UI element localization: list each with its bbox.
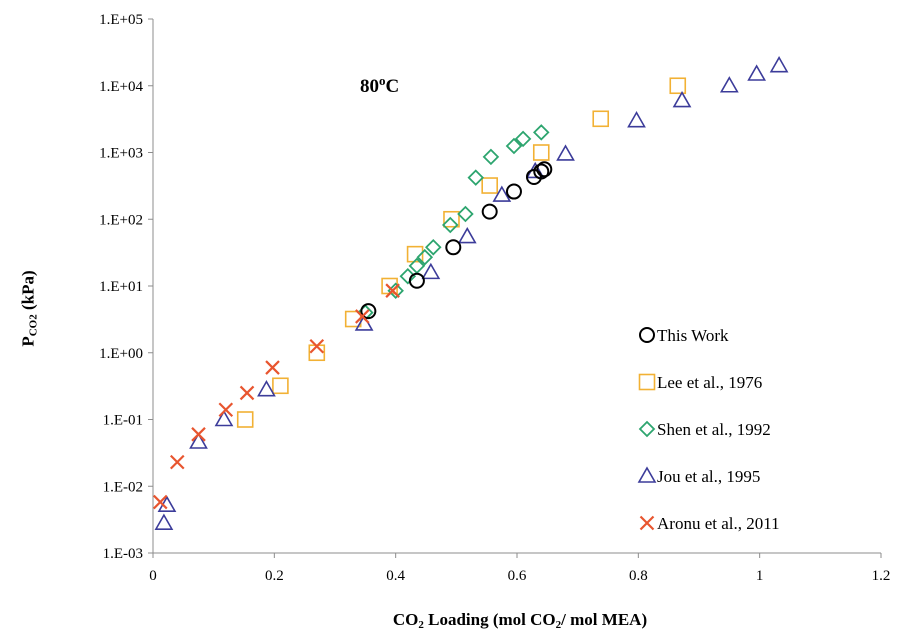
square-point [443, 210, 460, 228]
degree-sup: o [379, 73, 386, 88]
diamond-point [514, 130, 532, 148]
x-point [355, 309, 370, 324]
triangle-point [154, 513, 174, 530]
legend-item: Aronu et al., 2011 [639, 514, 780, 533]
square-point [669, 77, 687, 95]
x-axis-label: CO2 Loading (mol CO2/ mol MEA) [392, 610, 648, 631]
diamond-point [482, 148, 500, 166]
diamond-point [387, 282, 404, 299]
diamond-point [425, 239, 442, 256]
x-point [265, 360, 280, 375]
celsius-unit: C [386, 76, 400, 97]
x-point [309, 339, 325, 354]
diamond-point [532, 124, 550, 141]
x-tick-label: 0.8 [629, 568, 648, 584]
circle-point [533, 163, 550, 180]
axes [148, 18, 882, 558]
x-point [153, 494, 168, 510]
legend-label: This Work [657, 326, 729, 345]
y-tick-label: 1.E+01 [99, 279, 143, 295]
y-axis-label: PCO2 (kPa) [18, 270, 40, 347]
square-point [532, 144, 550, 161]
x-point [239, 385, 255, 401]
legend-item: Jou et al., 1995 [637, 466, 760, 486]
x-point [385, 283, 400, 298]
x-point [191, 427, 206, 442]
legend-diamond-symbol [638, 420, 656, 438]
triangle-point [421, 262, 441, 280]
series-square [236, 77, 687, 428]
circle-point [408, 272, 425, 289]
x-tick-label: 1 [756, 568, 764, 584]
diamond-point [416, 248, 434, 266]
diamond-point [441, 216, 459, 234]
series-x [153, 283, 400, 510]
triangle-point [257, 380, 276, 397]
triangle-point [747, 64, 767, 81]
square-point [272, 377, 289, 395]
x-tick-label: 1.2 [872, 568, 891, 584]
x-tick-label: 0.4 [386, 568, 405, 584]
y-tick-label: 1.E-01 [103, 413, 143, 429]
legend-item: This Work [639, 326, 729, 345]
legend-label: Jou et al., 1995 [657, 467, 760, 486]
y-tick-label: 1.E+05 [99, 12, 143, 28]
square-point [236, 411, 254, 428]
y-tick-label: 1.E+03 [99, 146, 143, 162]
circle-point [445, 239, 462, 256]
legend-label: Shen et al., 1992 [657, 420, 771, 439]
circle-point [481, 203, 498, 220]
triangle-point [672, 90, 692, 108]
tick-labels: 0 0.2 0.4 0.6 0.8 1 1.2 1.E-03 1.E-02 1.E-01 1.E+0… [99, 12, 890, 584]
legend-label: Lee et al., 1976 [657, 373, 762, 392]
triangle-point [189, 432, 208, 449]
triangle-point [556, 144, 575, 161]
series-circle [360, 161, 553, 320]
diamond-point [467, 169, 485, 186]
square-point [592, 110, 610, 128]
triangle-point [214, 409, 234, 427]
legend-triangle-symbol [637, 466, 657, 483]
circle-point [505, 183, 522, 200]
triangle-point [457, 226, 477, 244]
diamond-point [505, 137, 523, 155]
legend-item: Shen et al., 1992 [638, 420, 771, 439]
y-tick-label: 1.E-03 [103, 546, 143, 562]
y-tick-label: 1.E-02 [103, 479, 143, 495]
temperature-annotation: 80oC [360, 73, 399, 97]
series-triangle [154, 56, 789, 530]
y-tick-label: 1.E+02 [99, 212, 143, 228]
triangle-point [769, 56, 789, 73]
triangle-point [719, 76, 739, 93]
circle-point [360, 303, 377, 320]
legend: This Work Lee et al., 1976 Shen et al., 19… [637, 326, 780, 533]
triangle-point [627, 111, 646, 128]
circle-point [536, 161, 553, 178]
data-markers [153, 56, 789, 530]
x-tick-label: 0 [149, 568, 157, 584]
legend-x-symbol [639, 515, 655, 531]
legend-item: Lee et al., 1976 [638, 373, 762, 392]
diamond-point [399, 267, 417, 285]
diamond-point [457, 205, 474, 223]
legend-circle-symbol [639, 327, 655, 343]
square-point [481, 177, 499, 194]
x-point [218, 402, 234, 418]
legend-square-symbol [638, 373, 656, 391]
y-axis-label-container: PCO2 (kPa) [18, 0, 40, 639]
y-tick-label: 1.E+00 [99, 346, 143, 362]
legend-label: Aronu et al., 2011 [657, 514, 780, 533]
triangle-point [492, 185, 512, 202]
y-tick-label: 1.E+04 [99, 79, 143, 95]
x-point [169, 454, 185, 470]
x-tick-label: 0.2 [265, 568, 284, 584]
x-tick-label: 0.6 [508, 568, 527, 584]
series-diamond [357, 124, 550, 321]
